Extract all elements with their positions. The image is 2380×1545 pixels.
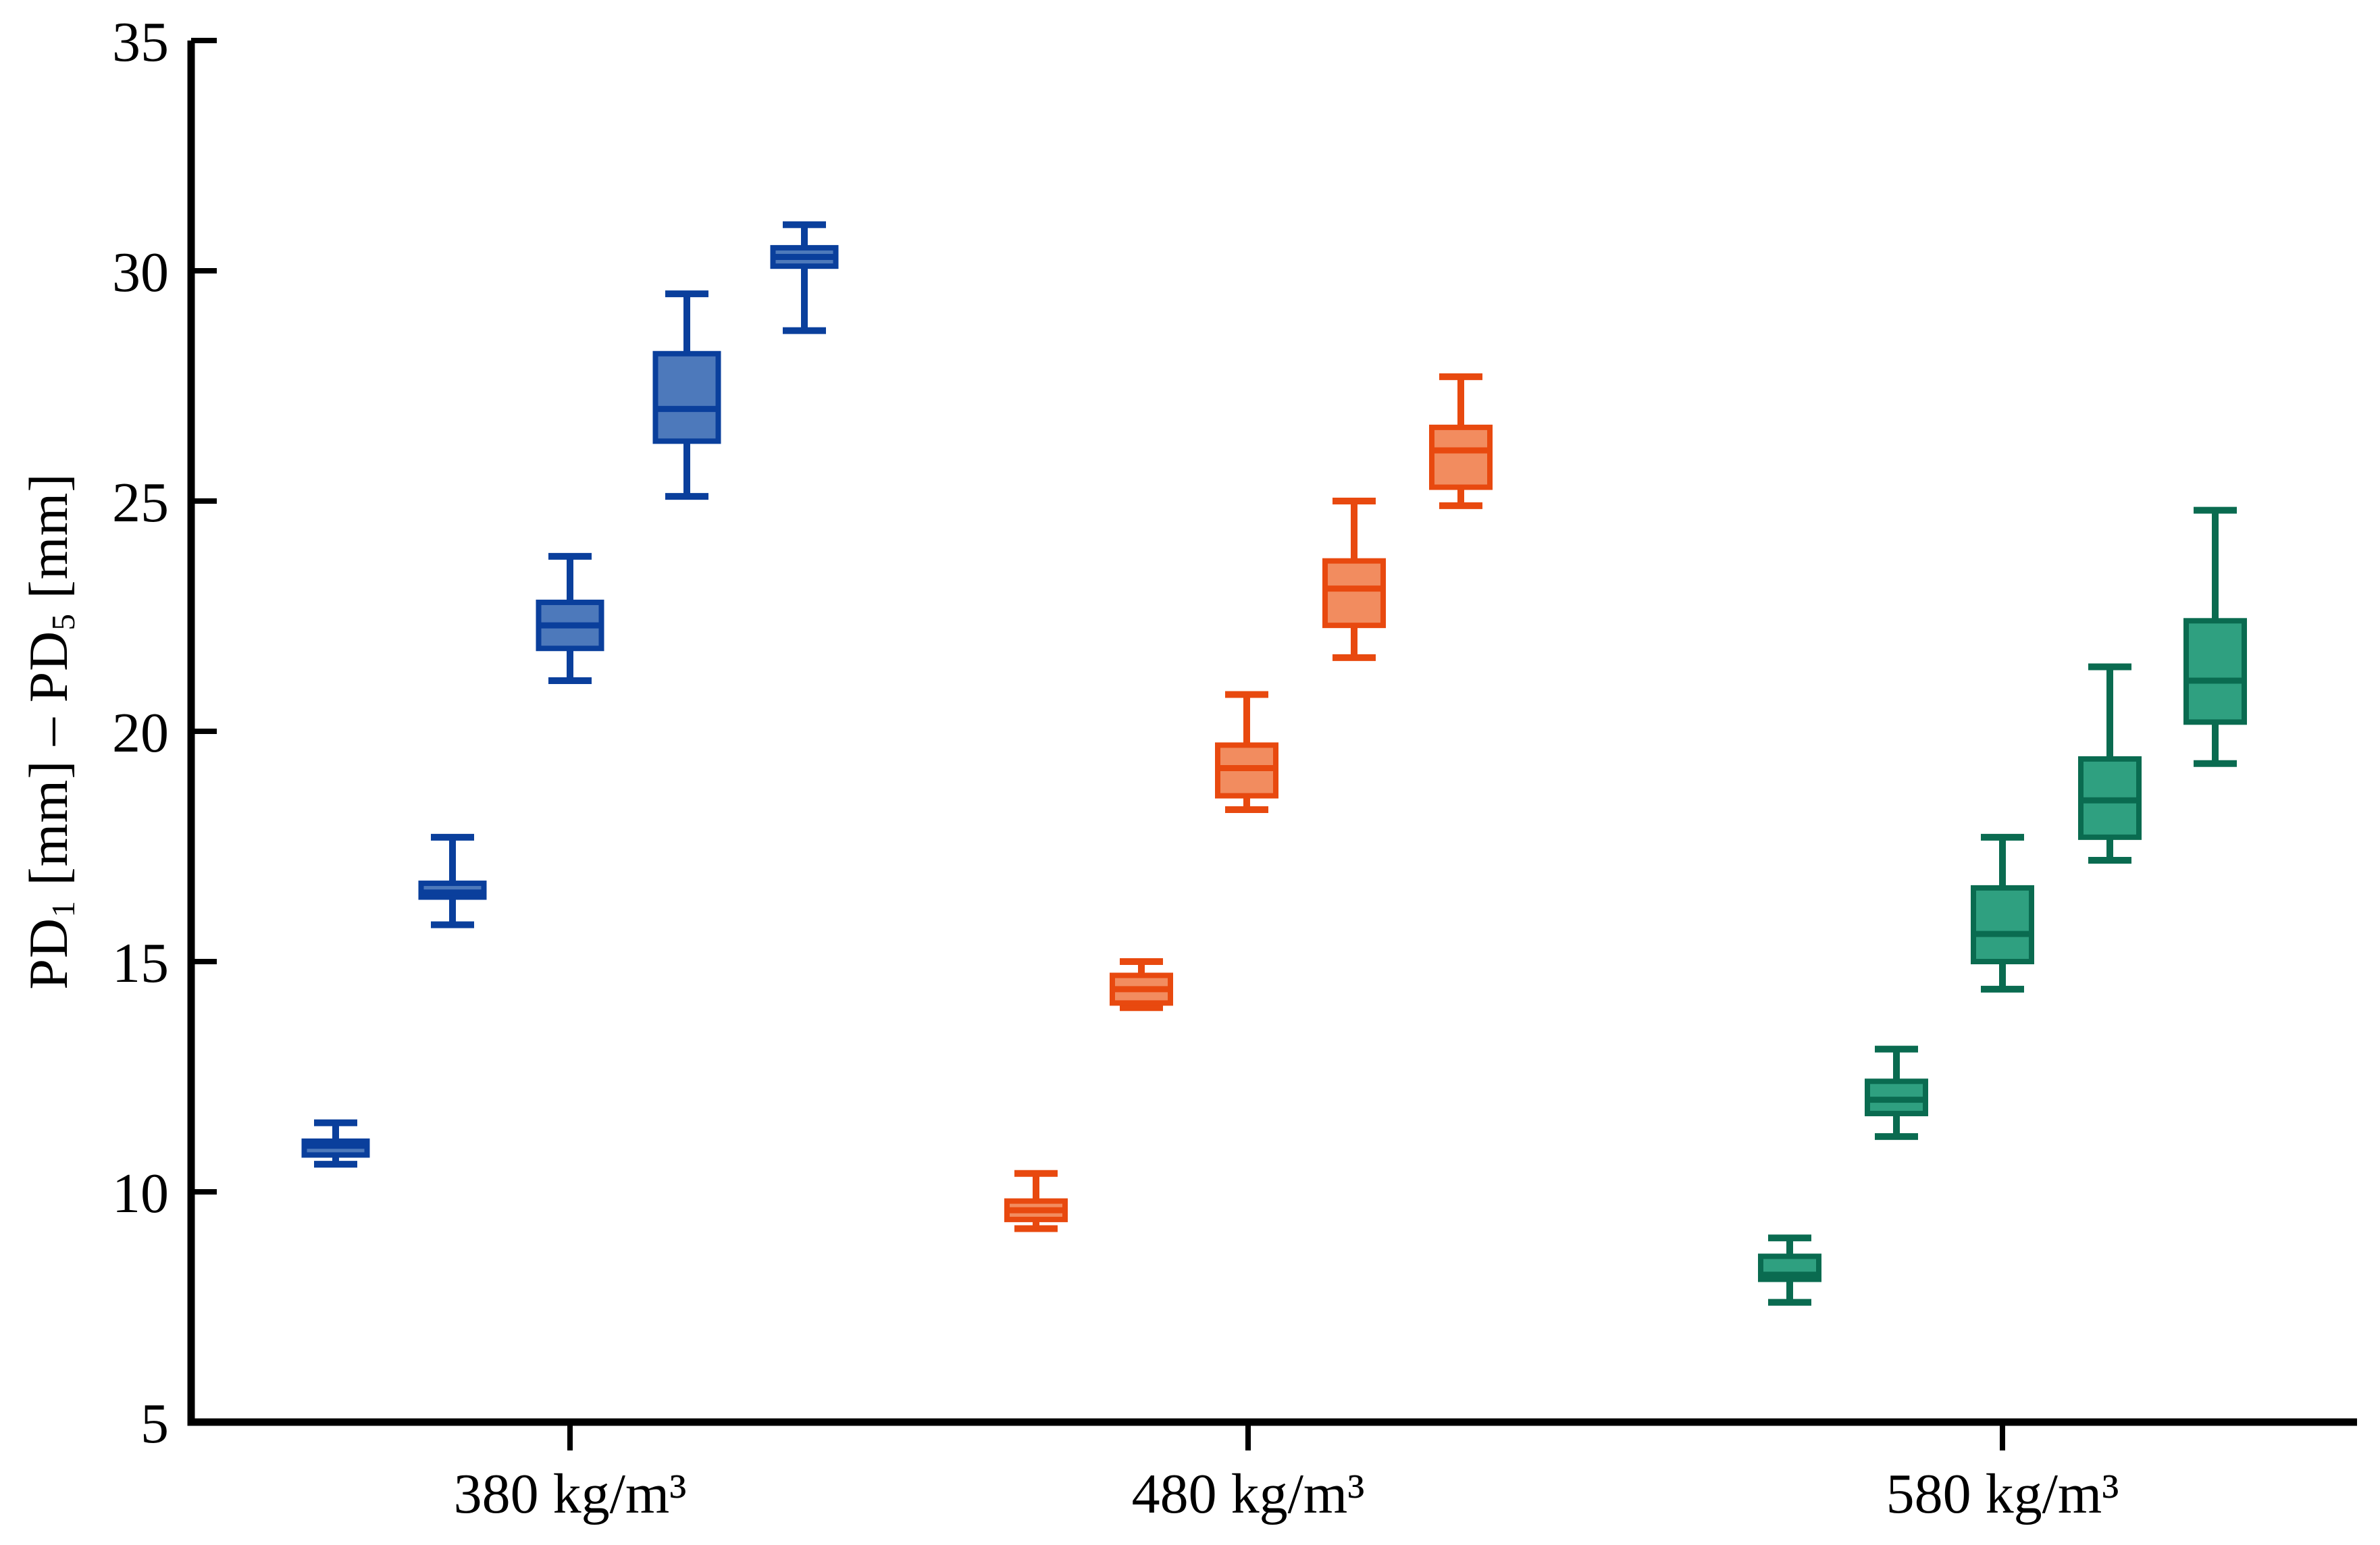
- y-axis-tick-label: 25: [112, 471, 169, 534]
- y-axis-tick-label: 15: [112, 932, 169, 995]
- box-380-pd4-iqr-box: [652, 350, 721, 444]
- box-480-pd5-iqr-box: [1429, 424, 1493, 490]
- box-580-pd3-iqr-box: [1971, 885, 2034, 965]
- x-axis-group-label: 580 kg/m³: [1886, 1463, 2119, 1525]
- box-580-pd5-iqr-box: [2183, 618, 2247, 725]
- box-480-pd4-iqr-box: [1322, 558, 1386, 629]
- x-axis-group-label: 380 kg/m³: [454, 1463, 687, 1525]
- x-axis-group-label: 480 kg/m³: [1132, 1463, 1365, 1525]
- y-axis-tick-label: 20: [112, 702, 169, 764]
- y-axis-tick-label: 30: [112, 241, 169, 304]
- y-axis-tick-label: 5: [140, 1392, 169, 1455]
- y-axis-tick-label: 10: [112, 1162, 169, 1225]
- y-axis-tick-label: 35: [112, 11, 169, 74]
